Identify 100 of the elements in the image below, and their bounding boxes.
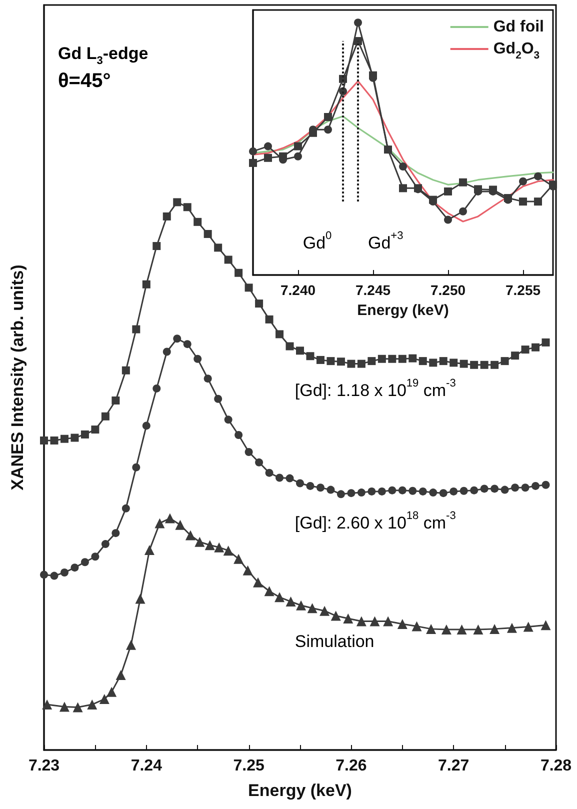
point (368, 487, 376, 496)
point (204, 230, 212, 238)
point (142, 280, 150, 288)
point (265, 315, 274, 324)
point (122, 366, 130, 374)
point (135, 594, 146, 604)
point (234, 431, 243, 440)
point (194, 354, 202, 363)
point (519, 177, 527, 186)
point (112, 396, 120, 405)
point (70, 564, 79, 572)
point (234, 554, 244, 564)
point (286, 342, 294, 350)
point (441, 624, 452, 634)
point (224, 416, 232, 424)
point (408, 486, 417, 495)
point (347, 360, 356, 368)
point (60, 568, 68, 577)
point (264, 586, 274, 596)
point (418, 357, 427, 366)
point (253, 577, 264, 588)
point (519, 198, 527, 206)
point (490, 624, 500, 634)
point (173, 198, 182, 206)
point (532, 343, 540, 352)
series-label: Simulation (294, 632, 374, 652)
point (294, 152, 302, 160)
point (326, 486, 335, 494)
point (214, 394, 222, 403)
point (460, 486, 468, 495)
point (326, 357, 335, 366)
point (175, 520, 186, 530)
point (244, 284, 253, 292)
point (244, 448, 253, 456)
point (242, 565, 253, 576)
x-tick-label: 7.27 (438, 758, 470, 774)
x-tick-label: 7.26 (336, 758, 367, 774)
point (286, 474, 294, 482)
point (388, 354, 396, 363)
point (183, 340, 192, 348)
point (255, 300, 264, 308)
point (286, 596, 296, 607)
point (60, 434, 68, 443)
point (80, 430, 89, 438)
point (294, 142, 302, 150)
x-tick-label: 7.28 (540, 758, 572, 774)
point (540, 620, 551, 630)
point (106, 686, 117, 697)
point (144, 545, 154, 556)
point (296, 346, 304, 355)
point (418, 487, 427, 496)
point (50, 436, 58, 444)
point (490, 484, 499, 493)
point (324, 113, 332, 122)
point (264, 142, 272, 150)
point (80, 558, 89, 566)
x-axis-title: Energy (keV) (357, 302, 449, 319)
point (500, 486, 509, 494)
point (534, 198, 542, 206)
point (183, 203, 192, 212)
point (439, 357, 448, 366)
point (426, 624, 436, 634)
point (164, 513, 175, 524)
point (116, 670, 126, 680)
point (142, 422, 150, 430)
point (354, 37, 362, 46)
point (152, 242, 161, 250)
point (99, 694, 110, 704)
point (316, 484, 324, 492)
point (378, 354, 386, 363)
point (316, 356, 324, 364)
point (388, 486, 396, 494)
point (456, 624, 467, 634)
point (521, 484, 530, 492)
point (412, 621, 422, 632)
text: θ=45° (58, 70, 111, 92)
legend-label: Gd foil (493, 18, 544, 36)
point (523, 622, 534, 632)
point (264, 154, 272, 162)
point (542, 480, 550, 489)
point (408, 354, 417, 362)
point (101, 412, 110, 420)
point (307, 603, 318, 614)
point (444, 187, 452, 196)
point (378, 487, 386, 496)
point (194, 218, 202, 226)
point (306, 482, 314, 490)
point (173, 334, 182, 343)
point (490, 360, 499, 369)
point (450, 487, 458, 496)
point (276, 330, 284, 338)
point (162, 348, 171, 356)
point (42, 700, 52, 710)
point (101, 540, 110, 548)
point (296, 479, 304, 488)
x-tick-label: 7.24 (130, 758, 162, 774)
point (194, 536, 205, 547)
point (162, 212, 171, 220)
point (59, 702, 70, 712)
point (185, 530, 196, 540)
